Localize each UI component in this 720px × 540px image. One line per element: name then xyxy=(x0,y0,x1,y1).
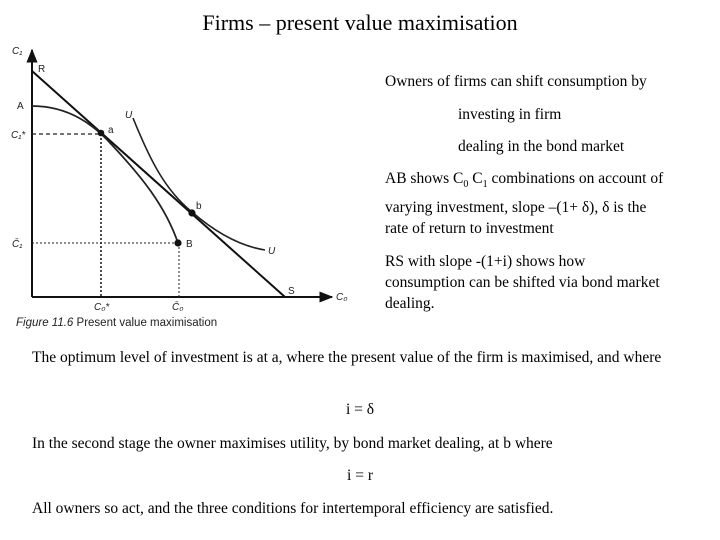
figure-graph: C₁ R A C₁* a U b B C̄₁ U S C₀ C₀* C̄₀ xyxy=(11,46,347,313)
point-b xyxy=(188,209,196,217)
paragraph-second-stage: In the second stage the owner maximises … xyxy=(32,435,553,452)
label-R: R xyxy=(38,64,45,75)
rs-line xyxy=(31,70,286,298)
ab-description: AB shows C0 C1 combinations on account o… xyxy=(385,169,663,195)
ab-line-3: rate of return to investment xyxy=(385,220,554,237)
ab-sub-1: 1 xyxy=(482,179,488,191)
label-b: b xyxy=(196,201,202,212)
x-axis-label: C₀ xyxy=(336,292,347,303)
equation-i-r: i = r xyxy=(347,467,373,484)
paragraph-optimum: The optimum level of investment is at a,… xyxy=(32,349,662,366)
y-axis-label: C₁ xyxy=(12,46,22,57)
label-B: B xyxy=(186,239,193,250)
ab-sub-0: 0 xyxy=(463,179,469,191)
ab-line-2: varying investment, slope –(1+ δ), δ is … xyxy=(385,199,647,216)
slide-title: Firms – present value maximisation xyxy=(202,10,518,35)
label-U-bottom: U xyxy=(268,246,276,257)
rs-line-1: RS with slope -(1+i) shows how xyxy=(385,253,586,270)
label-c1-bar: C̄₁ xyxy=(12,237,22,250)
right-line-2: investing in firm xyxy=(458,106,562,123)
label-A: A xyxy=(17,101,24,112)
right-line-1: Owners of firms can shift consumption by xyxy=(385,73,647,90)
present-value-figure: C₁ R A C₁* a U b B C̄₁ U S C₀ C₀* C̄₀ xyxy=(0,38,370,338)
paragraph-conclusion: All owners so act, and the three conditi… xyxy=(32,500,554,517)
label-U-top: U xyxy=(125,110,133,121)
point-B xyxy=(174,239,182,247)
rs-line-2: consumption can be shifted via bond mark… xyxy=(385,274,660,291)
label-c0-star: C₀* xyxy=(94,302,110,313)
ab-text-post: combinations on account of xyxy=(487,170,664,187)
right-line-3: dealing in the bond market xyxy=(458,138,625,155)
ab-text-pre: AB shows C xyxy=(385,170,464,187)
equation-i-delta: i = δ xyxy=(345,401,375,418)
label-a: a xyxy=(108,125,114,136)
caption-number: Figure 11.6 xyxy=(16,317,74,329)
ab-curve xyxy=(31,105,179,244)
figure-caption: Figure 11.6 Present value maximisation xyxy=(16,317,217,329)
label-c1-star: C₁* xyxy=(11,130,26,141)
rs-line-3: dealing. xyxy=(385,295,435,312)
caption-text: Present value maximisation xyxy=(73,317,218,329)
ab-text-mid: C xyxy=(468,170,483,187)
indifference-curve xyxy=(132,117,266,251)
label-c0-bar: C̄₀ xyxy=(172,300,183,313)
point-a xyxy=(97,129,105,137)
label-S: S xyxy=(288,286,295,297)
